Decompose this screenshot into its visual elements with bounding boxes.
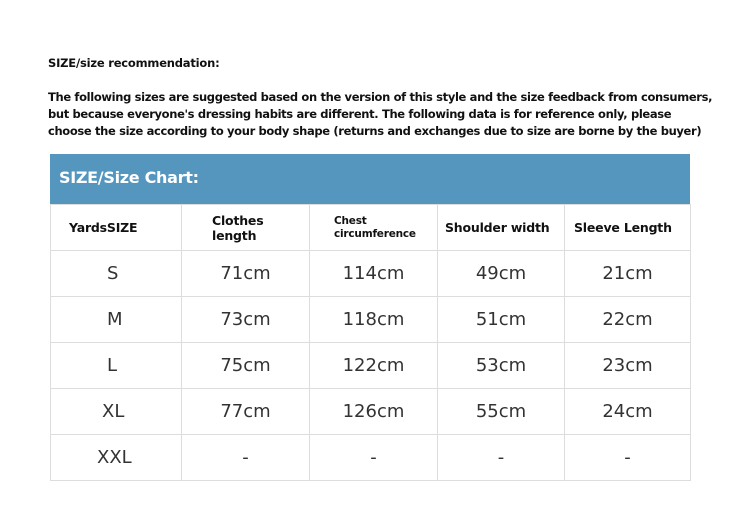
table-header-row: YardsSIZE Clothes length Chest circumfer… (50, 204, 691, 251)
size-chart-title: SIZE/Size Chart: (50, 154, 690, 204)
value-cell: 49cm (437, 250, 565, 297)
value-cell: 73cm (181, 296, 310, 343)
value-cell: - (309, 434, 438, 481)
column-header: YardsSIZE (50, 204, 182, 251)
value-cell: 51cm (437, 296, 565, 343)
table-row: XXL - - - - (50, 434, 691, 481)
value-cell: - (437, 434, 565, 481)
table-row: S 71cm 114cm 49cm 21cm (50, 250, 691, 297)
table-row: XL 77cm 126cm 55cm 24cm (50, 388, 691, 435)
table-row: M 73cm 118cm 51cm 22cm (50, 296, 691, 343)
value-cell: 126cm (309, 388, 438, 435)
value-cell: 22cm (564, 296, 691, 343)
value-cell: 118cm (309, 296, 438, 343)
value-cell: 75cm (181, 342, 310, 389)
size-chart: SIZE/Size Chart: YardsSIZE Clothes lengt… (50, 154, 691, 481)
size-table: YardsSIZE Clothes length Chest circumfer… (50, 204, 691, 481)
value-cell: 122cm (309, 342, 438, 389)
value-cell: - (564, 434, 691, 481)
column-header: Clothes length (181, 204, 310, 251)
value-cell: 71cm (181, 250, 310, 297)
value-cell: 24cm (564, 388, 691, 435)
size-cell: L (50, 342, 182, 389)
column-header: Sleeve Length (564, 204, 691, 251)
recommendation-heading: SIZE/size recommendation: (48, 56, 220, 70)
size-cell: XL (50, 388, 182, 435)
value-cell: 23cm (564, 342, 691, 389)
column-header: Shoulder width (437, 204, 565, 251)
intro-line: The following sizes are suggested based … (48, 90, 713, 104)
value-cell: - (181, 434, 310, 481)
value-cell: 53cm (437, 342, 565, 389)
intro-line: choose the size according to your body s… (48, 124, 702, 138)
value-cell: 55cm (437, 388, 565, 435)
column-header: Chest circumference (309, 204, 438, 251)
intro-text: The following sizes are suggested based … (48, 89, 713, 140)
size-cell: XXL (50, 434, 182, 481)
intro-line: but because everyone's dressing habits a… (48, 107, 672, 121)
size-cell: S (50, 250, 182, 297)
value-cell: 114cm (309, 250, 438, 297)
table-row: L 75cm 122cm 53cm 23cm (50, 342, 691, 389)
size-cell: M (50, 296, 182, 343)
value-cell: 77cm (181, 388, 310, 435)
value-cell: 21cm (564, 250, 691, 297)
